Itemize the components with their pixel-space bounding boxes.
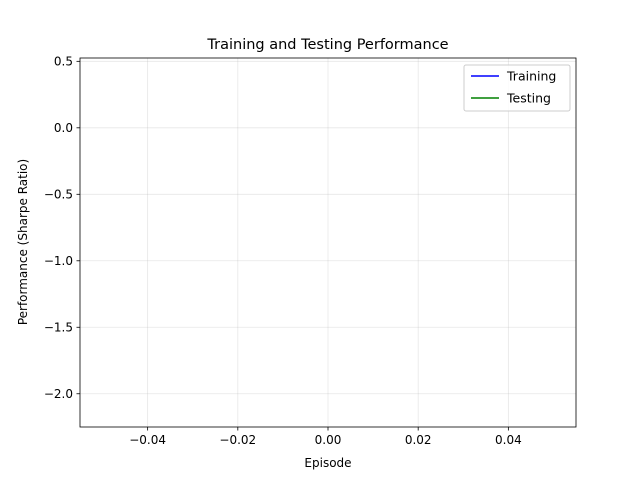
legend: Training Testing: [463, 64, 571, 112]
x-tick-label: −0.02: [219, 433, 256, 447]
y-tick-label: −2.0: [44, 387, 73, 401]
x-tick-label: 0.00: [315, 433, 342, 447]
x-tick-label: 0.04: [495, 433, 522, 447]
y-axis-label: Performance (Sharpe Ratio): [16, 159, 30, 325]
x-axis-ticks: −0.04 −0.02 0.00 0.02 0.04: [129, 427, 522, 447]
chart-title: Training and Testing Performance: [206, 37, 448, 53]
y-tick-label: −1.0: [44, 254, 73, 268]
x-tick-label: 0.02: [405, 433, 432, 447]
y-axis-ticks: 0.5 0.0 −0.5 −1.0 −1.5 −2.0: [44, 55, 80, 401]
y-tick-label: −0.5: [44, 188, 73, 202]
grid: [80, 58, 576, 427]
y-tick-label: 0.5: [54, 55, 73, 69]
legend-label-training: Training: [506, 69, 556, 84]
x-tick-label: −0.04: [129, 433, 166, 447]
plot-area: [79, 57, 577, 428]
y-tick-label: −1.5: [44, 321, 73, 335]
legend-label-testing: Testing: [506, 91, 551, 106]
plot-background: [80, 58, 576, 427]
y-tick-label: 0.0: [54, 121, 73, 135]
x-axis-label: Episode: [304, 456, 351, 470]
